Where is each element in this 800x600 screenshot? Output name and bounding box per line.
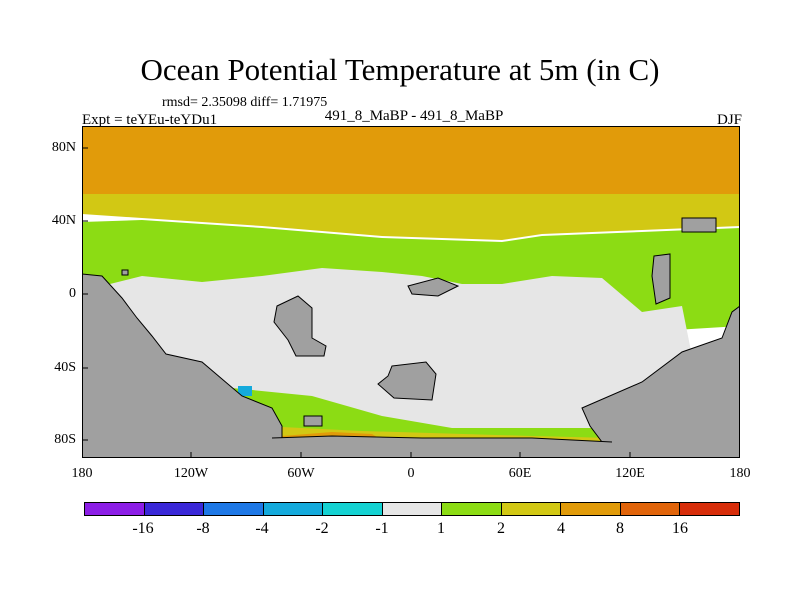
case-label: 491_8_MaBP - 491_8_MaBP [324,108,504,124]
colorbar [84,502,740,516]
x-tick-label: 120E [615,466,645,481]
band-mid-north [82,194,740,240]
axis-ticks [82,147,631,458]
season-label: DJF [716,112,742,128]
land-north-islands [407,277,460,297]
band-warm-north [82,126,740,194]
x-tick-label: 180 [71,466,93,481]
x-tick-label: 60W [287,466,315,481]
colorbar-label: -8 [196,520,210,537]
land-australia-antarctic [531,305,740,458]
experiment-label: Expt = teYEu-teYDu1 [82,112,218,128]
land-northeast-patch [681,217,717,233]
x-tick-label: 180 [729,466,751,481]
stats-text: rmsd= 2.35098 diff= 1.71975 [162,95,328,110]
colorbar-label: -2 [315,520,329,537]
colorbar-swatch [620,503,681,515]
colorbar-label: 8 [616,520,624,537]
colorbar-label: 2 [497,520,505,537]
land-south-america [273,295,327,357]
colorbar-label: 4 [557,520,565,537]
x-tick-label: 120W [173,466,209,481]
x-tick-label: 0 [407,466,415,481]
land-small-1 [121,269,129,276]
colorbar-label: 1 [437,520,445,537]
land-africa [377,361,437,401]
colorbar-label: -16 [132,520,154,537]
colorbar-swatch [382,503,443,515]
y-tick-label: 40S [54,360,76,375]
y-tick-label: 40N [51,213,76,228]
colorbar-swatch [323,503,383,515]
colorbar-label: -4 [255,520,269,537]
land-small-2 [303,415,323,427]
map-panel [82,126,740,458]
y-tick-label: 0 [69,286,76,301]
colorbar-label: 16 [672,520,688,537]
colorbar-swatch [263,503,324,515]
y-tick-label: 80S [54,432,76,447]
land-antarctica [272,436,612,458]
colorbar-swatch [144,503,205,515]
colorbar-swatch [680,503,740,515]
colorbar-swatch [561,503,621,515]
colorbar-swatch [442,503,502,515]
band-tropics [102,268,692,436]
land-asia-strip [651,253,671,305]
plot-title: Ocean Potential Temperature at 5m (in C) [140,52,660,87]
colorbar-label: -1 [375,520,389,537]
land-americas-west [82,273,283,458]
colorbar-swatch [85,503,145,515]
y-tick-label: 80N [51,140,76,155]
band-cold-patch [238,386,252,396]
antarctic-coastline [271,435,613,443]
colorbar-swatch [204,503,264,515]
x-tick-label: 60E [508,466,532,481]
colorbar-swatch [501,503,562,515]
